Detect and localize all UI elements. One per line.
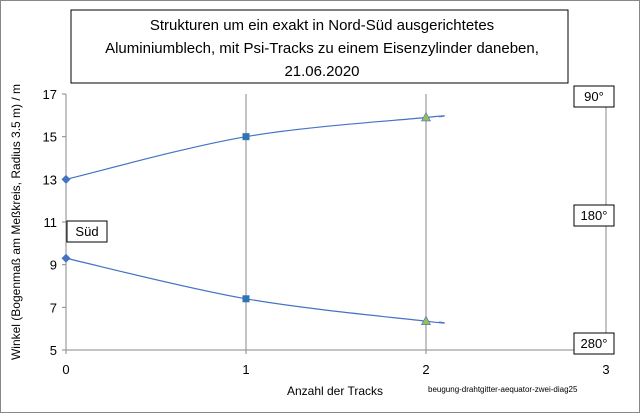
- series-0-point-0: [61, 174, 71, 184]
- x-tick-label-0: 0: [62, 362, 69, 377]
- annotation-90-degrees: 90°: [584, 89, 604, 104]
- series-0-point-1: [242, 133, 250, 141]
- y-tick-label-6: 17: [43, 87, 57, 102]
- footnote: beugung-drahtgitter-aequator-zwei-diag25: [428, 385, 578, 394]
- annotation-280-box: [573, 332, 615, 355]
- series-1-point-2: [421, 315, 431, 326]
- y-tick-label-3: 11: [44, 215, 58, 230]
- annotation-180-box: [573, 204, 615, 227]
- chart-title-line-2: Aluminiumblech, mit Psi-Tracks zu einem …: [105, 40, 539, 57]
- y-tick-label-2: 9: [50, 258, 57, 273]
- series-1-point-0: [61, 253, 71, 263]
- annotation-sued-box: [66, 220, 108, 243]
- x-axis-title: Anzahl der Tracks: [287, 384, 383, 398]
- annotation-180-degrees: 180°: [581, 208, 608, 223]
- y-tick-label-1: 7: [50, 300, 57, 315]
- x-tick-label-3: 3: [602, 362, 609, 377]
- grid: [245, 94, 607, 350]
- y-tick-label-5: 15: [43, 130, 57, 145]
- y-tick-label-4: 13: [43, 172, 57, 187]
- series-0-line: [65, 115, 445, 180]
- series-0-point-2: [421, 111, 431, 122]
- series-1-line: [65, 257, 445, 324]
- title-box: [70, 9, 569, 84]
- x-tick-labels: 0 1 2 3: [62, 350, 610, 377]
- y-tick-labels: 5 7 9 11 13 15 17: [43, 87, 66, 358]
- annotation-90-box: [573, 85, 615, 108]
- annotation-sued: Süd: [75, 224, 98, 239]
- x-tick-label-2: 2: [422, 362, 429, 377]
- series-1-point-1: [242, 295, 250, 303]
- annotation-280-degrees: 280°: [581, 336, 608, 351]
- y-axis-title: Winkel (Bogenmaß am Meßkreis, Radius 3.5…: [9, 84, 23, 360]
- x-tick-label-1: 1: [242, 362, 249, 377]
- chart-title-line-1: Strukturen um ein exakt in Nord-Süd ausg…: [150, 17, 494, 34]
- chart-title-line-3: 21.06.2020: [284, 63, 359, 80]
- series-group: [61, 111, 445, 326]
- y-tick-label-0: 5: [50, 343, 57, 358]
